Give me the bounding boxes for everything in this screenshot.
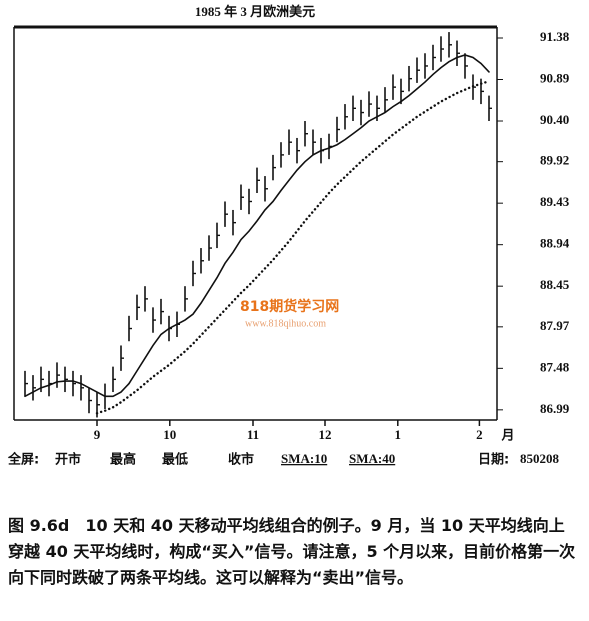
watermark-url: www.818qihuo.com: [245, 318, 326, 329]
sma-line: [95, 80, 491, 415]
y-tick-label: 88.94: [540, 236, 570, 251]
y-tick-label: 87.48: [540, 359, 570, 374]
x-tick-label: 1: [395, 427, 402, 442]
caption-text: 10 天和 40 天移动平均线组合的例子。9 月，当 10 天平均线向上穿越 4…: [8, 516, 576, 587]
x-tick-label: 11: [247, 427, 259, 442]
chart-title: 1985 年 3 月欧洲美元: [195, 4, 315, 19]
watermark-title: 818期货学习网: [240, 298, 339, 315]
caption: 图 9.6d 10 天和 40 天移动平均线组合的例子。9 月，当 10 天平均…: [8, 513, 580, 591]
x-tick-label: 9: [94, 427, 101, 442]
y-tick-label: 91.38: [540, 29, 570, 44]
legend-label: 最高: [110, 452, 136, 468]
x-tick-label: 2: [476, 427, 483, 442]
legend-label: 收市: [228, 452, 254, 468]
y-tick-label: 89.43: [540, 194, 570, 209]
legend-label: 最低: [162, 452, 188, 468]
x-tick-label: 12: [319, 427, 332, 442]
x-axis-label: 月: [500, 429, 514, 444]
y-tick-label: 87.97: [540, 318, 570, 333]
chart: 1985 年 3 月欧洲美元 818期货学习网 www.818qihuo.com…: [7, 4, 570, 468]
y-tick-label: 88.45: [540, 277, 570, 292]
y-tick-label: 89.92: [540, 153, 569, 168]
footer-date: 850208: [520, 451, 560, 466]
legend-label: SMA:40: [349, 451, 395, 466]
legend-label: SMA:10: [281, 451, 327, 466]
y-tick-label: 86.99: [540, 401, 570, 416]
x-tick-label: 10: [163, 427, 176, 442]
footer-screen: 全屏:: [7, 452, 39, 468]
caption-label: 图 9.6d: [8, 516, 70, 535]
footer-open: 开市: [55, 452, 81, 468]
y-tick-label: 90.89: [540, 70, 570, 85]
footer-date-label: 日期:: [478, 453, 509, 468]
y-tick-label: 90.40: [540, 112, 569, 127]
sma-line: [24, 54, 490, 398]
